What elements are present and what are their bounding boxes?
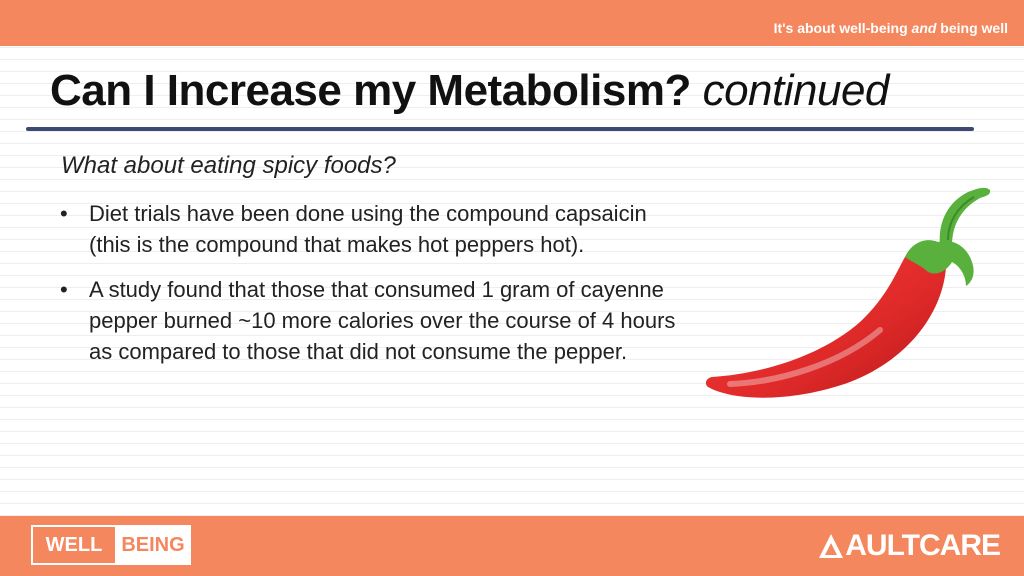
slide-subtitle: What about eating spicy foods? — [61, 152, 396, 179]
well-logo-text: WELL — [33, 527, 117, 563]
header-bar: It's about well-being and being well — [0, 0, 1024, 46]
bullet-list: • Diet trials have been done using the co… — [60, 198, 680, 381]
tagline: It's about well-being and being well — [774, 20, 1008, 36]
bullet-item: • A study found that those that consumed … — [60, 274, 680, 367]
bullet-item: • Diet trials have been done using the co… — [60, 198, 680, 260]
tagline-text-end: being well — [936, 20, 1008, 36]
being-logo-text: BEING — [117, 527, 189, 563]
aultcare-logo-text: AULTCARE — [845, 529, 1001, 562]
tagline-text: It's about well-being — [773, 20, 912, 36]
tagline-emphasis: and — [911, 20, 937, 36]
well-being-logo: WELL BEING — [31, 525, 191, 565]
aultcare-a-icon — [819, 534, 844, 558]
bullet-text: Diet trials have been done using the com… — [89, 201, 647, 257]
chili-pepper-icon — [705, 187, 991, 398]
aultcare-logo: AULTCARE — [818, 528, 1001, 564]
title-underline — [26, 127, 974, 131]
bullet-text: A study found that those that consumed 1… — [89, 277, 676, 364]
bullet-dot: • — [60, 201, 68, 226]
slide-title-suffix: continued — [702, 66, 890, 115]
bullet-dot: • — [60, 277, 68, 302]
slide-title: Can I Increase my Metabolism? continued — [50, 66, 889, 116]
slide-title-main: Can I Increase my Metabolism? — [50, 66, 691, 115]
